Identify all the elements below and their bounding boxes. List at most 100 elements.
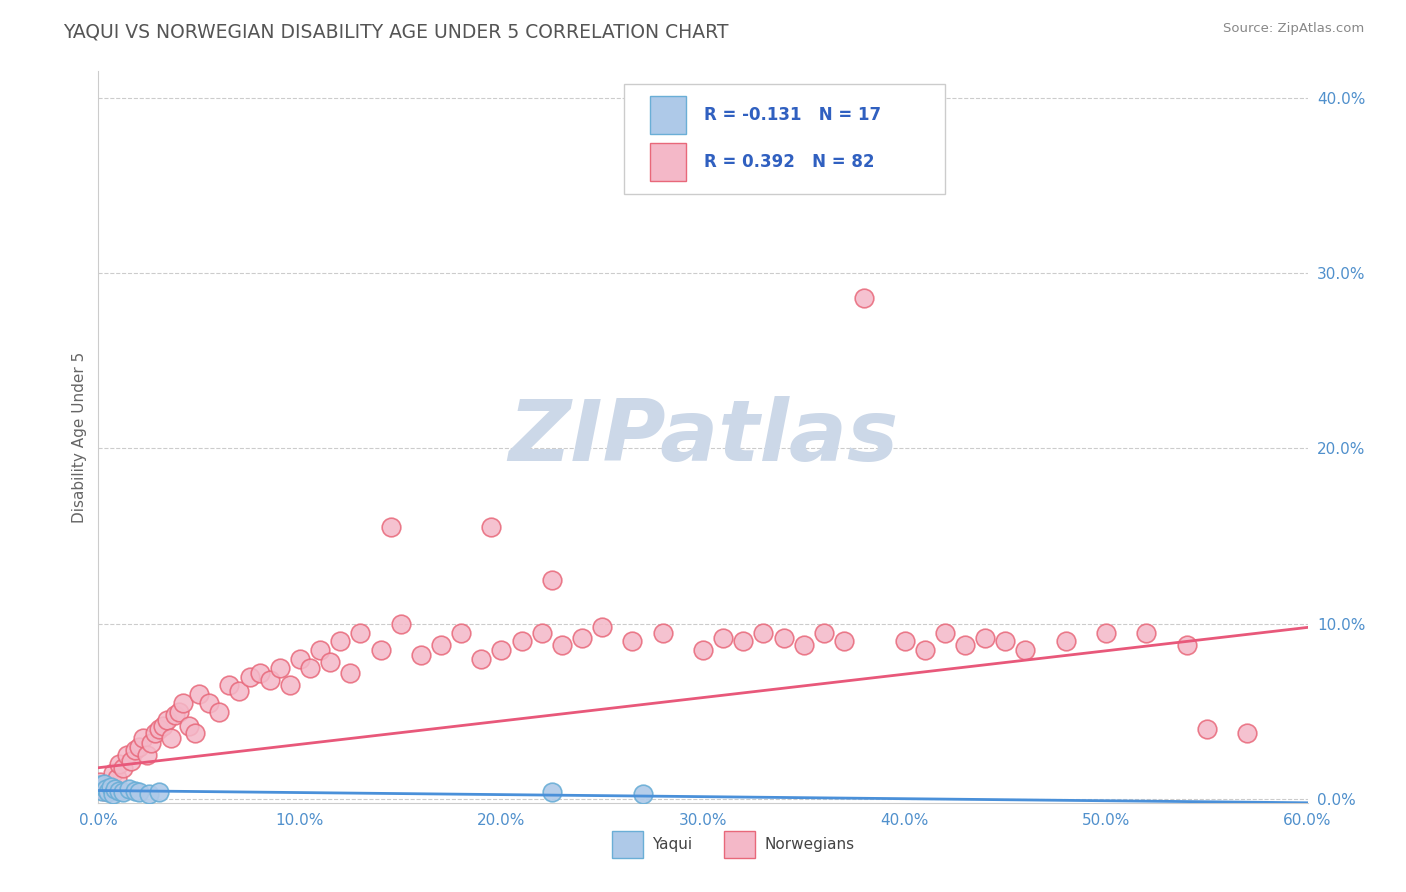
Point: [793, 638, 815, 652]
Point: [91, 783, 114, 797]
Point: [96, 781, 118, 796]
Point: [100, 780, 122, 794]
Point: [551, 638, 574, 652]
Point: [148, 722, 170, 736]
Point: [510, 634, 533, 648]
Point: [1135, 625, 1157, 640]
Point: [540, 573, 562, 587]
Point: [118, 781, 141, 796]
Point: [319, 656, 342, 670]
FancyBboxPatch shape: [624, 84, 945, 194]
Point: [370, 643, 392, 657]
Point: [278, 678, 301, 692]
Point: [208, 705, 231, 719]
Text: R = 0.392   N = 82: R = 0.392 N = 82: [704, 153, 875, 171]
Point: [101, 787, 124, 801]
Point: [692, 643, 714, 657]
Point: [832, 634, 855, 648]
Point: [115, 748, 138, 763]
Point: [1195, 722, 1218, 736]
Point: [124, 783, 146, 797]
Text: YAQUI VS NORWEGIAN DISABILITY AGE UNDER 5 CORRELATION CHART: YAQUI VS NORWEGIAN DISABILITY AGE UNDER …: [63, 22, 728, 41]
Point: [198, 696, 221, 710]
Point: [132, 731, 155, 745]
Point: [239, 669, 262, 683]
Point: [89, 778, 111, 792]
Point: [97, 778, 120, 792]
Point: [101, 766, 124, 780]
Point: [111, 761, 134, 775]
Point: [631, 787, 654, 801]
Point: [179, 718, 201, 732]
Point: [184, 725, 207, 739]
Point: [228, 683, 250, 698]
Text: Norwegians: Norwegians: [765, 838, 855, 852]
Point: [772, 631, 794, 645]
Point: [309, 643, 332, 657]
Point: [93, 783, 115, 797]
Point: [389, 616, 412, 631]
Point: [299, 661, 322, 675]
Point: [430, 638, 453, 652]
Point: [409, 648, 432, 663]
Point: [974, 631, 997, 645]
Point: [139, 736, 162, 750]
Point: [530, 625, 553, 640]
Point: [138, 787, 160, 801]
Point: [339, 665, 361, 680]
Point: [152, 718, 174, 732]
Point: [651, 625, 673, 640]
Point: [97, 785, 120, 799]
Point: [450, 625, 472, 640]
Point: [711, 631, 734, 645]
Point: [893, 634, 915, 648]
Point: [1175, 638, 1198, 652]
Point: [571, 631, 593, 645]
Point: [349, 625, 371, 640]
Text: R = -0.131   N = 17: R = -0.131 N = 17: [704, 106, 882, 124]
Point: [93, 776, 115, 790]
Point: [103, 781, 125, 796]
Point: [89, 774, 111, 789]
Point: [135, 748, 157, 763]
Text: Yaqui: Yaqui: [652, 838, 693, 852]
Point: [481, 520, 503, 534]
Point: [188, 687, 211, 701]
Point: [853, 291, 876, 305]
Point: [621, 634, 644, 648]
Point: [107, 757, 129, 772]
Point: [491, 643, 513, 657]
Point: [218, 678, 240, 692]
Point: [107, 783, 129, 797]
Point: [914, 643, 936, 657]
Point: [540, 785, 562, 799]
Point: [128, 739, 150, 754]
Point: [380, 520, 402, 534]
Point: [813, 625, 835, 640]
Point: [288, 652, 311, 666]
Bar: [650, 96, 686, 134]
Point: [128, 785, 150, 799]
Point: [259, 673, 281, 687]
Point: [143, 725, 166, 739]
Point: [1054, 634, 1077, 648]
Point: [172, 696, 194, 710]
Text: ZIPatlas: ZIPatlas: [508, 395, 898, 479]
Point: [124, 743, 146, 757]
Bar: [650, 144, 686, 181]
Point: [111, 785, 134, 799]
Point: [1014, 643, 1036, 657]
Point: [994, 634, 1017, 648]
Point: [160, 731, 183, 745]
Point: [148, 785, 170, 799]
Y-axis label: Disability Age Under 5: Disability Age Under 5: [72, 351, 87, 523]
Point: [163, 708, 186, 723]
Point: [953, 638, 976, 652]
Point: [156, 714, 179, 728]
Point: [934, 625, 956, 640]
Point: [752, 625, 775, 640]
Point: [1236, 725, 1258, 739]
Point: [733, 634, 755, 648]
Point: [105, 771, 128, 785]
Point: [329, 634, 352, 648]
